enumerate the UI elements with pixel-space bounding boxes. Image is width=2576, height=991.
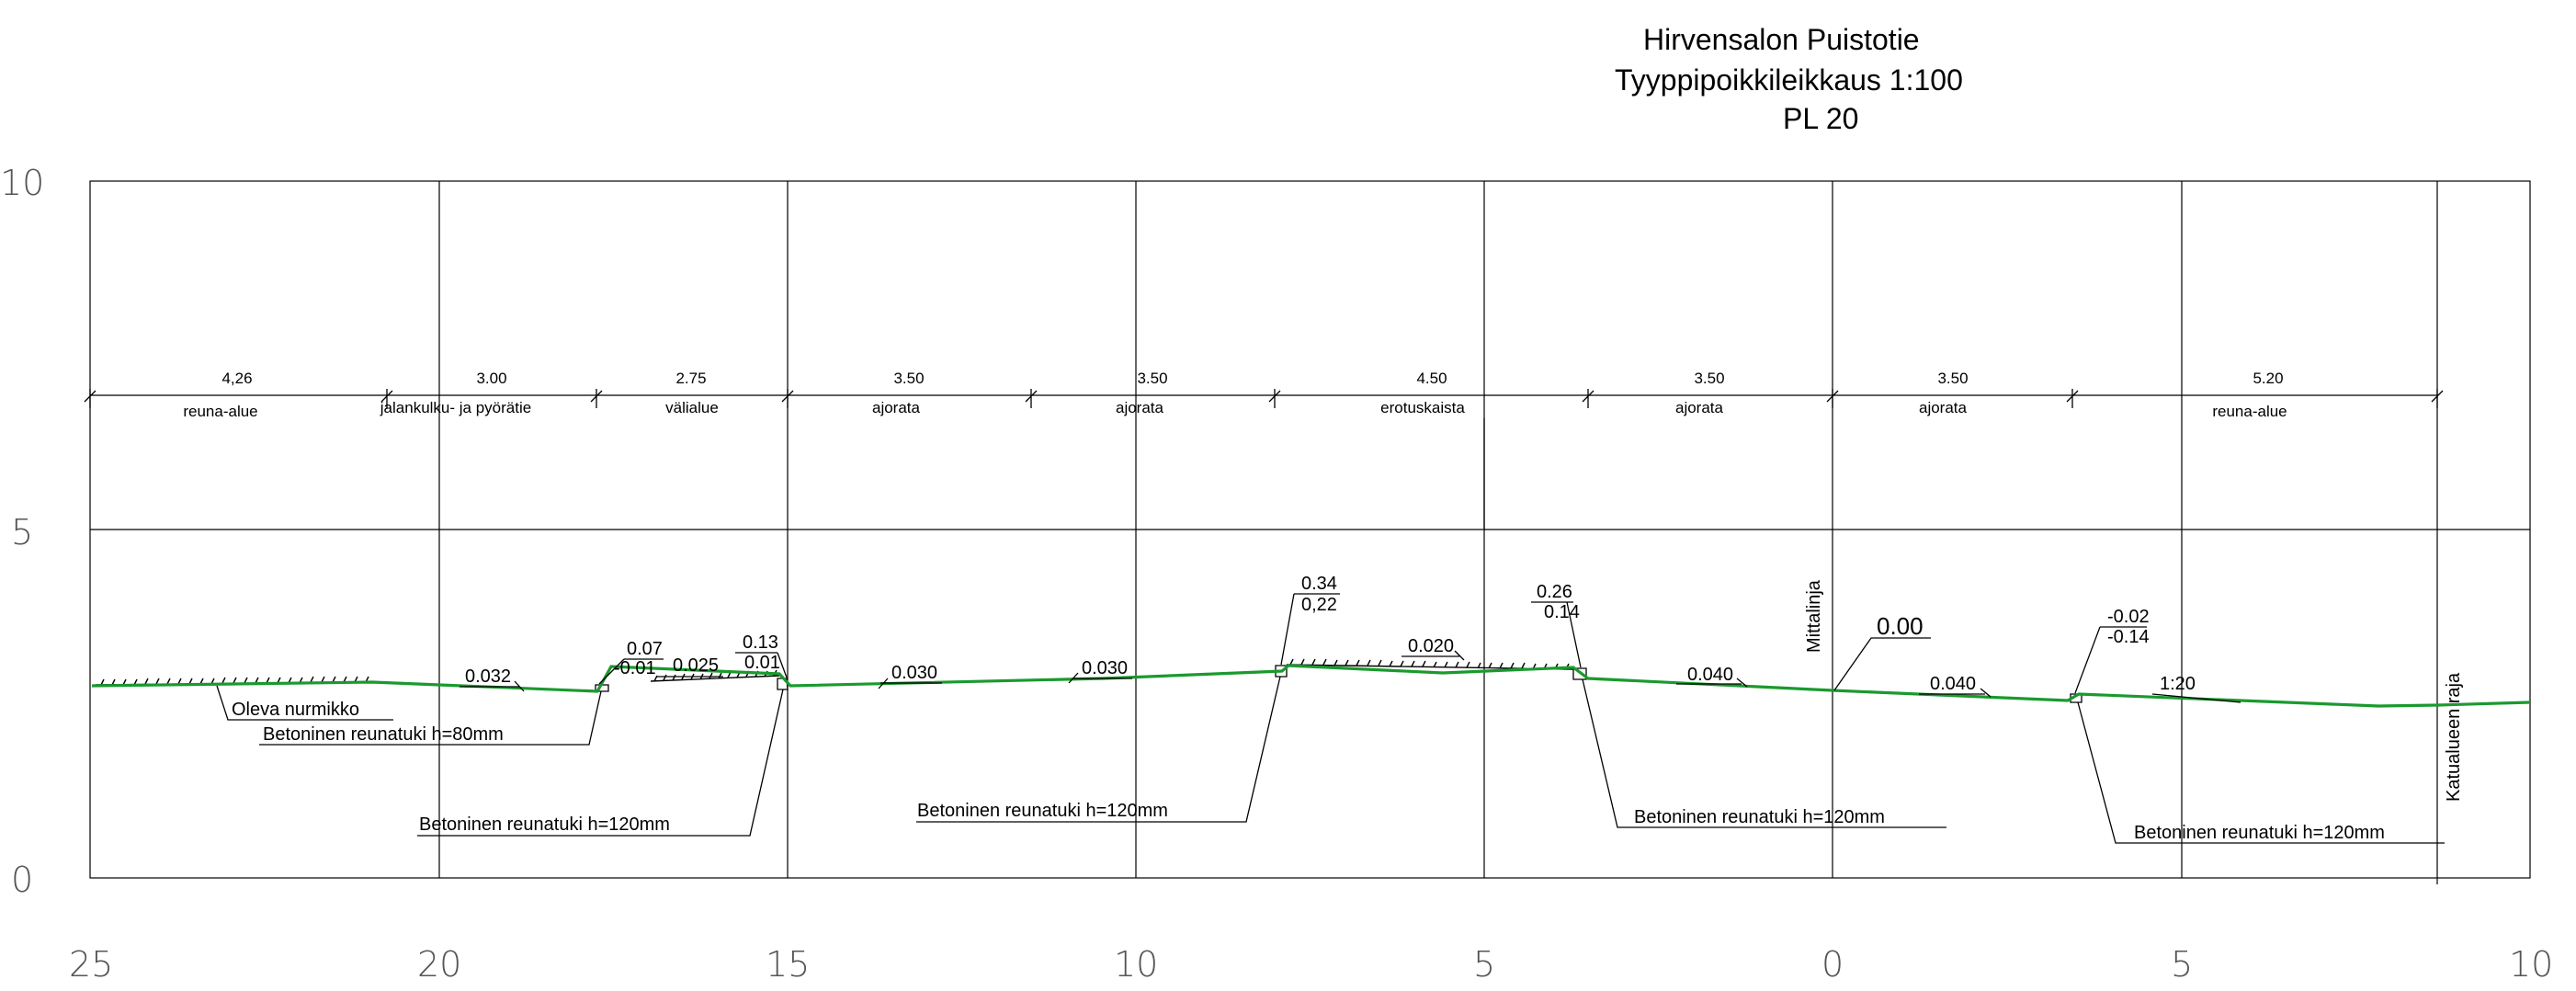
curb-120-leader-c (1582, 678, 1946, 828)
title-line-3: PL 20 (1783, 102, 1858, 135)
dim-tick-4 (1025, 389, 1038, 408)
dim-tick-3 (781, 389, 794, 408)
dim-value-1: 4,26 (221, 370, 252, 387)
slope-arrow-4 (1068, 672, 1079, 684)
oleva-nurmikko-leader (216, 685, 393, 721)
curb-120-label-c: Betoninen reunatuki h=120mm (1634, 807, 1885, 827)
slope-label-3: 0.030 (891, 663, 937, 683)
height-top-2: 0.13 (743, 632, 778, 653)
dim-label-1: reuna-alue (183, 403, 257, 420)
x-tick-10: 10 (1114, 944, 1158, 985)
zero-elevation-label: 0.00 (1877, 612, 1923, 640)
dim-value-8: 3.50 (1937, 370, 1968, 387)
dim-tick-9 (2431, 389, 2444, 408)
dim-tick-2 (590, 389, 603, 408)
dim-label-9: reuna-alue (2212, 403, 2287, 420)
slope-label-8: 1:20 (2160, 674, 2196, 694)
curb-80-label: Betoninen reunatuki h=80mm (263, 724, 504, 745)
dim-value-5: 3.50 (1137, 370, 1167, 387)
dim-label-3: välialue (665, 399, 719, 416)
curb-120-leader-d (2077, 701, 2445, 844)
height-bot-1: -0.01 (614, 658, 656, 678)
dim-label-4: ajorata (872, 399, 921, 416)
dim-label-7: ajorata (1675, 399, 1724, 416)
oleva-nurmikko-label: Oleva nurmikko (232, 700, 359, 720)
x-tick-0: 0 (1821, 944, 1844, 985)
height-leader-3 (1280, 593, 1295, 666)
dim-value-3: 2.75 (675, 370, 706, 387)
dim-tick-0 (84, 389, 96, 408)
height-leader-1 (598, 658, 625, 685)
height-bot-3: 0,22 (1301, 595, 1337, 615)
curb-120-label-d: Betoninen reunatuki h=120mm (2134, 823, 2385, 843)
height-leader-5 (2074, 626, 2101, 694)
height-leader-4 (1566, 601, 1582, 668)
height-top-5: -0.02 (2107, 607, 2150, 627)
x-tick-15: 15 (766, 944, 810, 985)
slope-label-2: 0.025 (673, 655, 719, 676)
dim-value-2: 3.00 (476, 370, 506, 387)
curb-shape-4 (1572, 667, 1587, 680)
height-top-4: 0.26 (1537, 582, 1572, 602)
x-tick-5r: 5 (2171, 944, 2193, 985)
mittalinja-label: Mittalinja (1804, 579, 1824, 653)
curb-120-leader-b (916, 676, 1281, 823)
slope-arrow-1 (514, 680, 525, 692)
ground-surface-line (91, 664, 2531, 708)
grass-hatch-erotuskaista (1286, 658, 1574, 670)
curb-120-label-b: Betoninen reunatuki h=120mm (917, 801, 1168, 821)
slope-arrow-6 (1736, 678, 1748, 688)
slope-label-6: 0.040 (1687, 665, 1733, 685)
dim-label-6: erotuskaista (1380, 399, 1465, 416)
height-bot-2: 0.01 (744, 653, 780, 673)
x-tick-20: 20 (417, 944, 461, 985)
curb-120-leader-a (417, 689, 784, 837)
title-line-2: Tyyppipoikkileikkaus 1:100 (1615, 63, 1963, 97)
x-tick-5: 5 (1473, 944, 1495, 985)
curb-120-label-a: Betoninen reunatuki h=120mm (419, 814, 670, 835)
y-tick-5: 5 (11, 512, 33, 552)
slope-label-7: 0.040 (1930, 674, 1976, 694)
katualue-raja-label: Katualueen raja (2444, 672, 2464, 802)
slope-arrow-5 (1454, 650, 1465, 661)
height-top-3: 0.34 (1301, 574, 1337, 594)
dim-value-4: 3.50 (893, 370, 924, 387)
dim-tick-5 (1268, 389, 1281, 408)
slope-underline-8 (2151, 693, 2241, 703)
dimension-ticks (84, 389, 2444, 408)
height-top-1: 0.07 (627, 639, 663, 659)
slope-label-4: 0.030 (1082, 658, 1128, 678)
curb-shape-1 (595, 684, 609, 692)
title-line-1: Hirvensalon Puistotie (1643, 23, 1920, 56)
slope-arrow-3 (878, 678, 889, 689)
slope-label-5: 0.020 (1408, 636, 1454, 656)
x-tick-10r: 10 (2509, 944, 2553, 985)
zero-elevation-leader (1833, 637, 1931, 691)
height-bot-4: 0.14 (1544, 602, 1580, 622)
dim-label-8: ajorata (1919, 399, 1968, 416)
slope-label-1: 0.032 (465, 666, 511, 687)
dim-tick-8 (2066, 389, 2079, 408)
x-tick-25: 25 (69, 944, 113, 985)
dim-tick-1 (380, 389, 393, 408)
y-tick-10: 10 (0, 163, 44, 203)
curb-shape-3 (1275, 665, 1288, 678)
dim-label-5: ajorata (1116, 399, 1164, 416)
y-tick-0: 0 (11, 860, 33, 900)
slope-arrow-7 (1980, 688, 1992, 698)
height-bot-5: -0.14 (2107, 627, 2150, 647)
dim-tick-7 (1826, 389, 1839, 408)
dim-value-6: 4.50 (1416, 370, 1447, 387)
dim-label-2: jalankulku- ja pyörätie (380, 399, 531, 416)
curb-80-leader (259, 690, 602, 746)
height-leader-2 (777, 652, 788, 678)
dim-tick-6 (1582, 389, 1594, 408)
dim-value-7: 3.50 (1694, 370, 1724, 387)
dim-value-9: 5.20 (2253, 370, 2283, 387)
